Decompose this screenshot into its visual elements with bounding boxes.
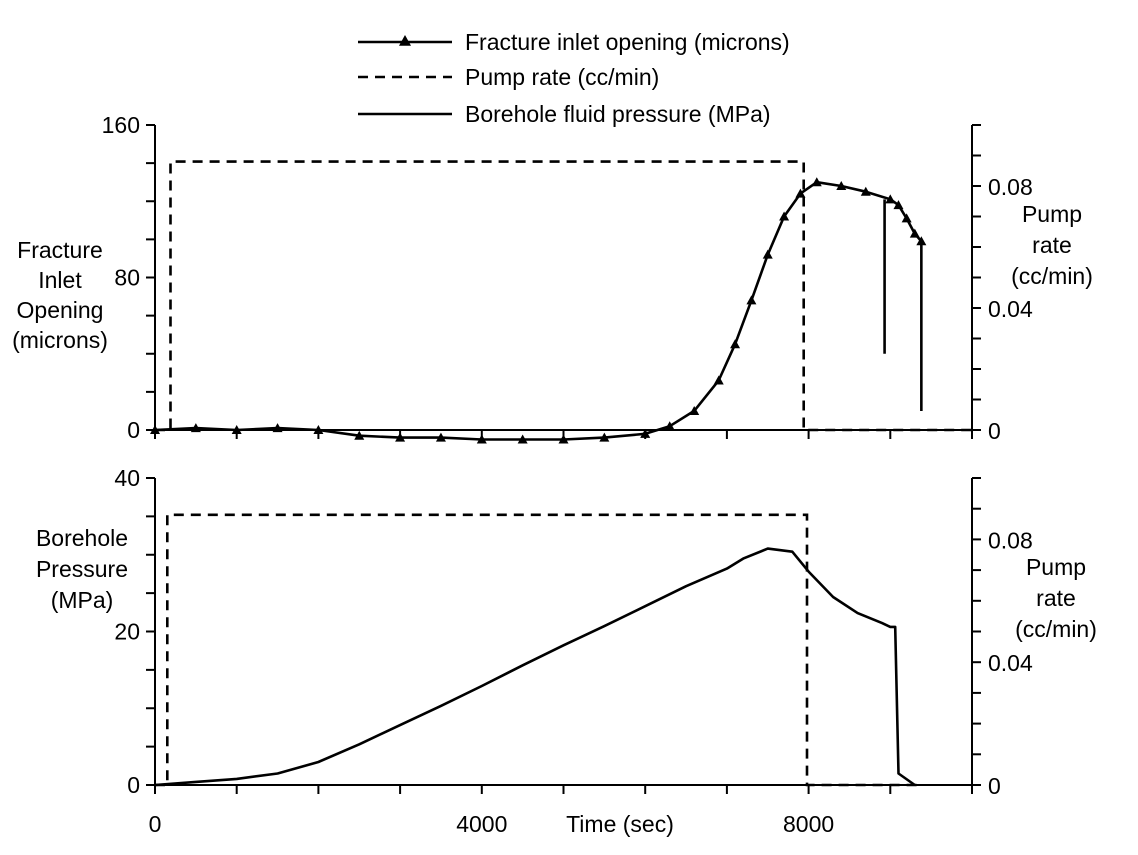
series-marker [517, 434, 528, 444]
series-marker [599, 432, 610, 442]
legend: Fracture inlet opening (microns) Pump rat… [358, 29, 790, 127]
series-marker [395, 432, 406, 442]
left-tick-label: 0 [127, 772, 140, 798]
right-tick-label: 0.04 [988, 296, 1033, 322]
series-1-line [154, 180, 923, 441]
series-2-line [155, 160, 972, 432]
left-tick-label: 80 [114, 265, 140, 291]
left-tick-label: 40 [114, 465, 140, 491]
series-marker [916, 236, 927, 246]
series-marker [664, 421, 675, 431]
series-marker [836, 181, 847, 190]
series-marker [746, 295, 757, 305]
x-tick-label: 4000 [456, 811, 507, 837]
series-marker [313, 425, 324, 434]
left-axis-label-line: (microns) [12, 327, 108, 353]
series-marker [811, 177, 822, 187]
right-tick-label: 0 [988, 773, 1001, 799]
series-marker [901, 213, 912, 223]
right-axis-label-line: rate [1036, 585, 1076, 611]
x-tick-label: 8000 [783, 811, 834, 837]
series-marker [435, 432, 446, 442]
x-axis-label: Time (sec) [566, 811, 674, 837]
right-axis-label-line: (cc/min) [1015, 616, 1097, 642]
series-marker [795, 188, 806, 198]
x-tick-label: 0 [149, 811, 162, 837]
left-axis-label-line: (MPa) [51, 587, 114, 613]
series-marker [730, 339, 741, 349]
series-marker [885, 194, 896, 204]
left-tick-label: 0 [127, 417, 140, 443]
right-tick-label: 0.08 [988, 527, 1033, 553]
series-marker [558, 434, 569, 444]
left-tick-label: 160 [102, 112, 140, 138]
right-tick-label: 0 [988, 418, 1001, 444]
series-marker [713, 375, 724, 385]
series-marker [272, 423, 283, 433]
series-marker [190, 423, 201, 433]
left-axis-label-line: Opening [17, 297, 104, 323]
series-marker [354, 430, 365, 440]
legend-label-1: Fracture inlet opening (microns) [465, 29, 790, 55]
right-axis-label-line: rate [1032, 232, 1072, 258]
series-marker [762, 249, 773, 259]
series-marker [640, 428, 651, 438]
series-marker [779, 211, 790, 221]
legend-label-3: Borehole fluid pressure (MPa) [465, 101, 771, 127]
legend-label-2: Pump rate (cc/min) [465, 64, 659, 90]
right-axis-label-line: Pump [1026, 554, 1086, 580]
series-marker [893, 200, 904, 210]
series-2-line [155, 513, 923, 787]
series-marker [909, 228, 920, 238]
series-marker [231, 425, 242, 434]
series-marker [860, 186, 871, 196]
left-axis-label-line: Borehole [36, 525, 128, 551]
right-axis-label-line: (cc/min) [1011, 263, 1093, 289]
series-marker [689, 405, 700, 415]
left-axis-label-line: Pressure [36, 556, 128, 582]
right-axis-label-line: Pump [1022, 201, 1082, 227]
legend-marker [399, 35, 411, 46]
right-tick-label: 0.04 [988, 650, 1033, 676]
left-tick-label: 20 [114, 619, 140, 645]
left-axis-label-line: Fracture [17, 237, 103, 263]
series-marker [476, 434, 487, 444]
panel-2 [146, 477, 981, 794]
right-tick-label: 0.08 [988, 174, 1033, 200]
panel-1 [146, 124, 981, 444]
series-1-line [154, 547, 916, 787]
left-axis-label-line: Inlet [38, 267, 82, 293]
